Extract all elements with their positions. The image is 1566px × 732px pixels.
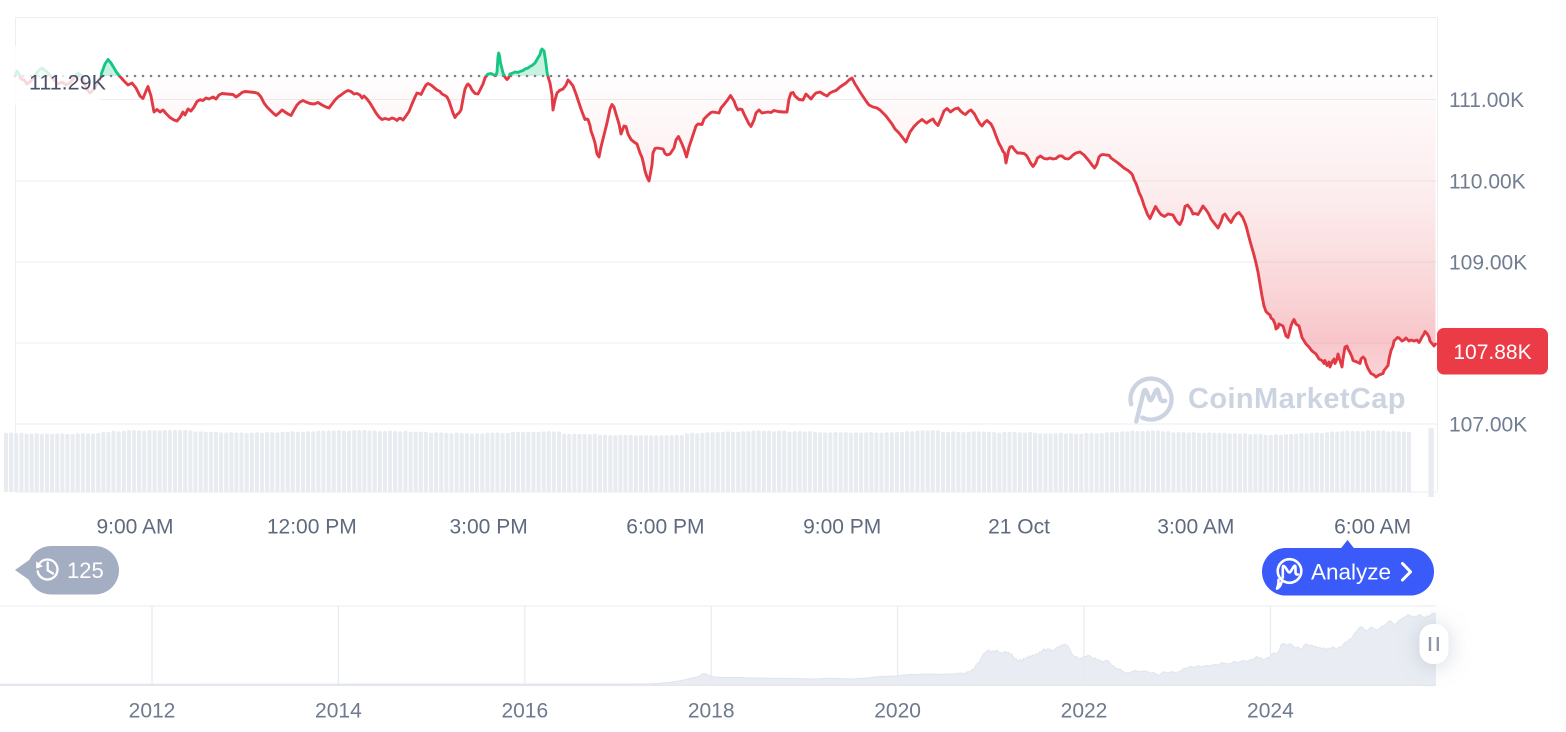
svg-text:2020: 2020 bbox=[874, 700, 921, 723]
svg-text:3:00 PM: 3:00 PM bbox=[449, 516, 527, 539]
svg-text:2022: 2022 bbox=[1061, 700, 1108, 723]
svg-text:2024: 2024 bbox=[1247, 700, 1294, 723]
svg-text:Analyze: Analyze bbox=[1311, 560, 1391, 585]
svg-text:9:00 PM: 9:00 PM bbox=[803, 516, 881, 539]
svg-text:6:00 PM: 6:00 PM bbox=[626, 516, 704, 539]
svg-text:109.00K: 109.00K bbox=[1449, 252, 1527, 275]
svg-text:3:00 AM: 3:00 AM bbox=[1157, 516, 1234, 539]
svg-text:2014: 2014 bbox=[315, 700, 362, 723]
svg-text:111.00K: 111.00K bbox=[1449, 89, 1524, 112]
svg-text:21 Oct: 21 Oct bbox=[988, 516, 1050, 539]
svg-text:111.29K: 111.29K bbox=[29, 71, 107, 95]
svg-text:2016: 2016 bbox=[501, 700, 548, 723]
svg-text:CoinMarketCap: CoinMarketCap bbox=[1188, 383, 1406, 415]
svg-text:107.00K: 107.00K bbox=[1449, 414, 1527, 437]
svg-text:2018: 2018 bbox=[688, 700, 735, 723]
svg-text:9:00 AM: 9:00 AM bbox=[96, 516, 173, 539]
svg-text:110.00K: 110.00K bbox=[1449, 171, 1526, 194]
svg-text:107.88K: 107.88K bbox=[1453, 341, 1531, 364]
svg-text:6:00 AM: 6:00 AM bbox=[1334, 516, 1411, 539]
svg-text:12:00 PM: 12:00 PM bbox=[267, 516, 357, 539]
svg-text:2012: 2012 bbox=[129, 700, 176, 723]
svg-text:125: 125 bbox=[67, 558, 104, 583]
